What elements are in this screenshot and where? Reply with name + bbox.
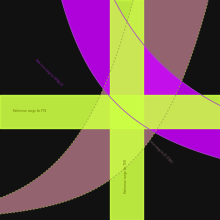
Text: Reference range for SPINA-GT: Reference range for SPINA-GT <box>34 58 63 87</box>
Text: Reference range for TSH: Reference range for TSH <box>125 159 128 193</box>
Polygon shape <box>62 0 220 158</box>
Text: Reference range for FT4: Reference range for FT4 <box>13 109 46 113</box>
Text: Reference range for JTI (TSHI): Reference range for JTI (TSHI) <box>144 135 173 164</box>
Polygon shape <box>0 0 220 214</box>
